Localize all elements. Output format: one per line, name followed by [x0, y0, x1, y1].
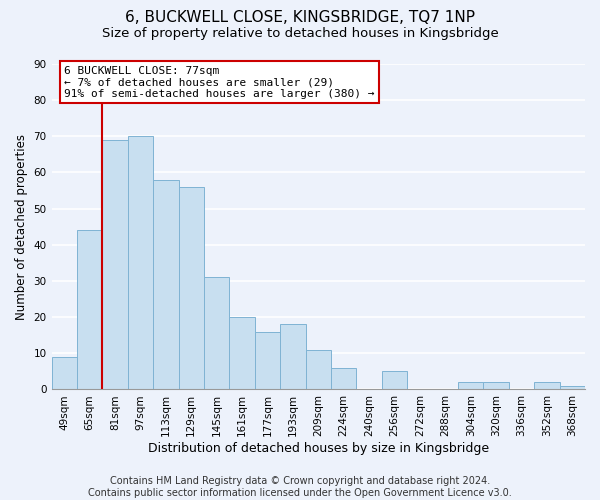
- Bar: [458, 382, 484, 390]
- Bar: [382, 372, 407, 390]
- X-axis label: Distribution of detached houses by size in Kingsbridge: Distribution of detached houses by size …: [148, 442, 489, 455]
- Bar: [229, 317, 255, 390]
- Bar: [534, 382, 560, 390]
- Text: 6 BUCKWELL CLOSE: 77sqm
← 7% of detached houses are smaller (29)
91% of semi-det: 6 BUCKWELL CLOSE: 77sqm ← 7% of detached…: [64, 66, 375, 99]
- Text: Size of property relative to detached houses in Kingsbridge: Size of property relative to detached ho…: [101, 28, 499, 40]
- Bar: [128, 136, 153, 390]
- Bar: [560, 386, 585, 390]
- Bar: [280, 324, 305, 390]
- Bar: [77, 230, 103, 390]
- Bar: [484, 382, 509, 390]
- Bar: [52, 357, 77, 390]
- Bar: [305, 350, 331, 390]
- Text: 6, BUCKWELL CLOSE, KINGSBRIDGE, TQ7 1NP: 6, BUCKWELL CLOSE, KINGSBRIDGE, TQ7 1NP: [125, 10, 475, 25]
- Bar: [255, 332, 280, 390]
- Bar: [331, 368, 356, 390]
- Bar: [153, 180, 179, 390]
- Y-axis label: Number of detached properties: Number of detached properties: [15, 134, 28, 320]
- Bar: [204, 278, 229, 390]
- Text: Contains HM Land Registry data © Crown copyright and database right 2024.
Contai: Contains HM Land Registry data © Crown c…: [88, 476, 512, 498]
- Bar: [103, 140, 128, 390]
- Bar: [179, 187, 204, 390]
